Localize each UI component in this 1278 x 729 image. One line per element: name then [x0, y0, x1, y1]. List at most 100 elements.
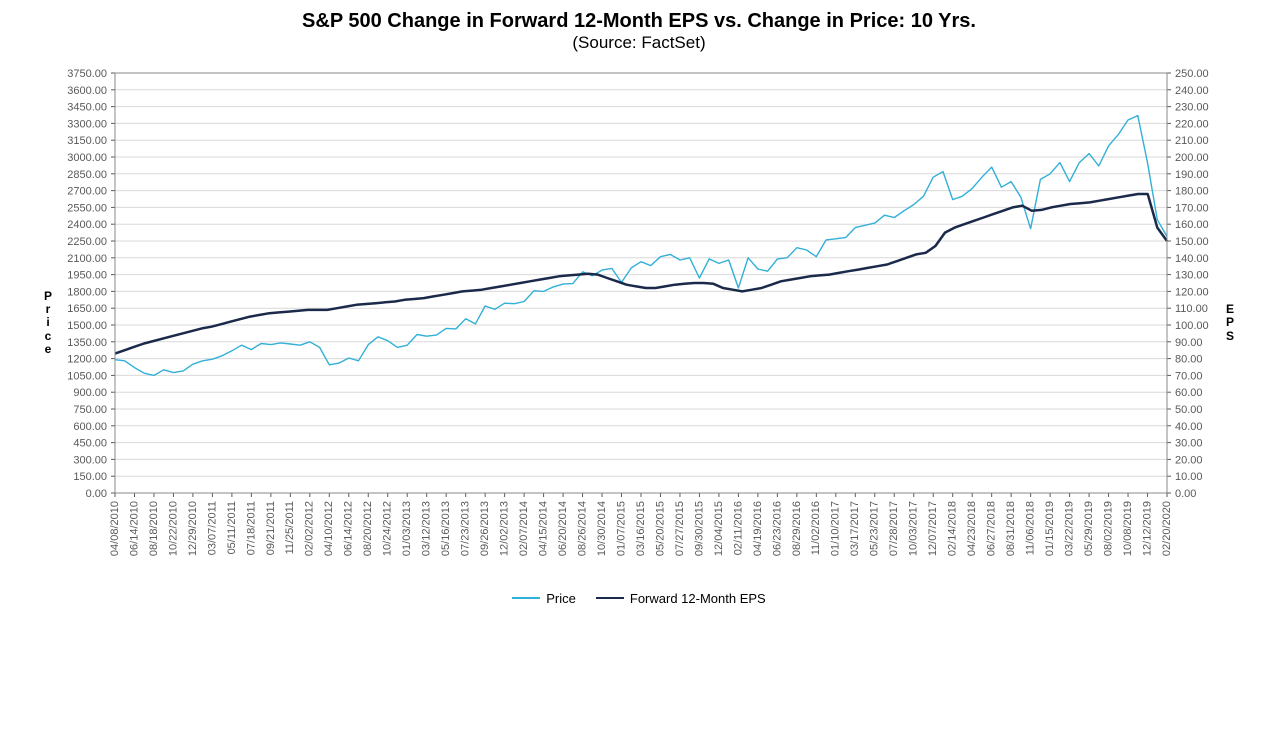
svg-text:3150.00: 3150.00 [67, 135, 107, 147]
svg-text:02/02/2012: 02/02/2012 [304, 501, 316, 556]
svg-text:110.00: 110.00 [1175, 303, 1208, 315]
svg-text:1350.00: 1350.00 [67, 337, 107, 349]
svg-text:04/10/2012: 04/10/2012 [323, 501, 335, 556]
svg-text:06/14/2012: 06/14/2012 [343, 501, 355, 556]
svg-text:05/16/2013: 05/16/2013 [440, 501, 452, 556]
svg-text:2550.00: 2550.00 [67, 202, 107, 214]
svg-text:04/19/2016: 04/19/2016 [752, 501, 764, 556]
svg-text:05/20/2015: 05/20/2015 [654, 501, 666, 556]
svg-text:3600.00: 3600.00 [67, 85, 107, 97]
svg-text:04/23/2018: 04/23/2018 [966, 501, 978, 556]
svg-text:04/15/2014: 04/15/2014 [537, 501, 549, 556]
svg-text:11/25/2011: 11/25/2011 [284, 501, 296, 554]
svg-text:10/30/2014: 10/30/2014 [596, 501, 608, 556]
svg-text:150.00: 150.00 [1175, 236, 1209, 248]
svg-text:12/04/2015: 12/04/2015 [713, 501, 725, 556]
svg-text:230.00: 230.00 [1175, 102, 1209, 114]
svg-text:08/18/2010: 08/18/2010 [148, 501, 160, 556]
chart-title: S&P 500 Change in Forward 12-Month EPS v… [10, 10, 1268, 33]
svg-text:3450.00: 3450.00 [67, 102, 107, 114]
chart-subtitle: (Source: FactSet) [10, 33, 1268, 53]
svg-text:05/11/2011: 05/11/2011 [226, 501, 238, 554]
svg-text:30.00: 30.00 [1175, 438, 1203, 450]
svg-text:160.00: 160.00 [1175, 219, 1209, 231]
svg-text:90.00: 90.00 [1175, 337, 1203, 349]
chart-svg: 0.00150.00300.00450.00600.00750.00900.00… [39, 63, 1239, 583]
svg-text:300.00: 300.00 [73, 454, 107, 466]
right-axis-label: EPS [1221, 63, 1239, 583]
svg-text:12/29/2010: 12/29/2010 [187, 501, 199, 556]
svg-text:3750.00: 3750.00 [67, 68, 107, 80]
svg-text:10/08/2019: 10/08/2019 [1122, 501, 1134, 556]
svg-text:210.00: 210.00 [1175, 135, 1209, 147]
svg-text:220.00: 220.00 [1175, 118, 1209, 130]
svg-text:02/20/2020: 02/20/2020 [1161, 501, 1173, 556]
svg-text:450.00: 450.00 [73, 438, 107, 450]
svg-text:1800.00: 1800.00 [67, 286, 107, 298]
svg-text:140.00: 140.00 [1175, 253, 1209, 265]
svg-text:08/31/2018: 08/31/2018 [1005, 501, 1017, 556]
svg-text:1650.00: 1650.00 [67, 303, 107, 315]
svg-text:900.00: 900.00 [73, 387, 107, 399]
svg-text:05/23/2017: 05/23/2017 [869, 501, 881, 556]
svg-text:150.00: 150.00 [73, 471, 107, 483]
svg-text:1200.00: 1200.00 [67, 354, 107, 366]
svg-text:08/26/2014: 08/26/2014 [576, 501, 588, 556]
svg-text:06/23/2016: 06/23/2016 [771, 501, 783, 556]
chart-area: Price 0.00150.00300.00450.00600.00750.00… [39, 63, 1239, 583]
legend-swatch [596, 597, 624, 599]
svg-text:09/21/2011: 09/21/2011 [265, 501, 277, 555]
svg-text:07/18/2011: 07/18/2011 [245, 501, 257, 555]
svg-text:170.00: 170.00 [1175, 202, 1209, 214]
svg-text:08/02/2019: 08/02/2019 [1102, 501, 1114, 556]
svg-text:3300.00: 3300.00 [67, 118, 107, 130]
svg-text:80.00: 80.00 [1175, 354, 1203, 366]
svg-text:180.00: 180.00 [1175, 186, 1209, 198]
svg-text:200.00: 200.00 [1175, 152, 1209, 164]
legend-item: Forward 12-Month EPS [596, 591, 766, 606]
svg-text:11/06/2018: 11/06/2018 [1025, 501, 1037, 555]
svg-text:01/15/2019: 01/15/2019 [1044, 501, 1056, 556]
legend: PriceForward 12-Month EPS [10, 587, 1268, 606]
svg-text:50.00: 50.00 [1175, 404, 1203, 416]
svg-text:1500.00: 1500.00 [67, 320, 107, 332]
svg-text:12/07/2017: 12/07/2017 [927, 501, 939, 556]
svg-text:03/12/2013: 03/12/2013 [421, 501, 433, 556]
legend-swatch [512, 597, 540, 599]
svg-text:06/27/2018: 06/27/2018 [986, 501, 998, 556]
svg-text:02/11/2016: 02/11/2016 [732, 501, 744, 555]
svg-text:600.00: 600.00 [73, 421, 107, 433]
svg-text:10/03/2017: 10/03/2017 [908, 501, 920, 556]
svg-text:04/08/2010: 04/08/2010 [109, 501, 121, 556]
svg-text:07/27/2015: 07/27/2015 [674, 501, 686, 556]
legend-label: Forward 12-Month EPS [630, 591, 766, 606]
svg-text:240.00: 240.00 [1175, 85, 1209, 97]
svg-text:60.00: 60.00 [1175, 387, 1203, 399]
svg-text:01/10/2017: 01/10/2017 [830, 501, 842, 556]
svg-text:2700.00: 2700.00 [67, 186, 107, 198]
svg-text:120.00: 120.00 [1175, 286, 1209, 298]
svg-text:2250.00: 2250.00 [67, 236, 107, 248]
svg-text:03/22/2019: 03/22/2019 [1063, 501, 1075, 556]
svg-text:09/30/2015: 09/30/2015 [693, 501, 705, 556]
svg-text:07/23/2013: 07/23/2013 [460, 501, 472, 556]
svg-text:12/02/2013: 12/02/2013 [499, 501, 511, 556]
svg-text:40.00: 40.00 [1175, 421, 1203, 433]
svg-text:06/20/2014: 06/20/2014 [557, 501, 569, 556]
svg-text:09/26/2013: 09/26/2013 [479, 501, 491, 556]
svg-text:08/29/2016: 08/29/2016 [791, 501, 803, 556]
svg-text:11/02/2016: 11/02/2016 [810, 501, 822, 555]
svg-text:06/14/2010: 06/14/2010 [128, 501, 140, 556]
svg-text:05/29/2019: 05/29/2019 [1083, 501, 1095, 556]
svg-text:2100.00: 2100.00 [67, 253, 107, 265]
svg-text:03/16/2015: 03/16/2015 [635, 501, 647, 556]
svg-text:03/07/2011: 03/07/2011 [206, 501, 218, 555]
svg-text:130.00: 130.00 [1175, 270, 1209, 282]
svg-text:20.00: 20.00 [1175, 454, 1203, 466]
svg-text:190.00: 190.00 [1175, 169, 1209, 181]
svg-text:1050.00: 1050.00 [67, 370, 107, 382]
svg-text:10/22/2010: 10/22/2010 [167, 501, 179, 556]
svg-text:12/12/2019: 12/12/2019 [1141, 501, 1153, 556]
svg-text:0.00: 0.00 [1175, 488, 1196, 500]
left-axis-label: Price [39, 63, 57, 583]
